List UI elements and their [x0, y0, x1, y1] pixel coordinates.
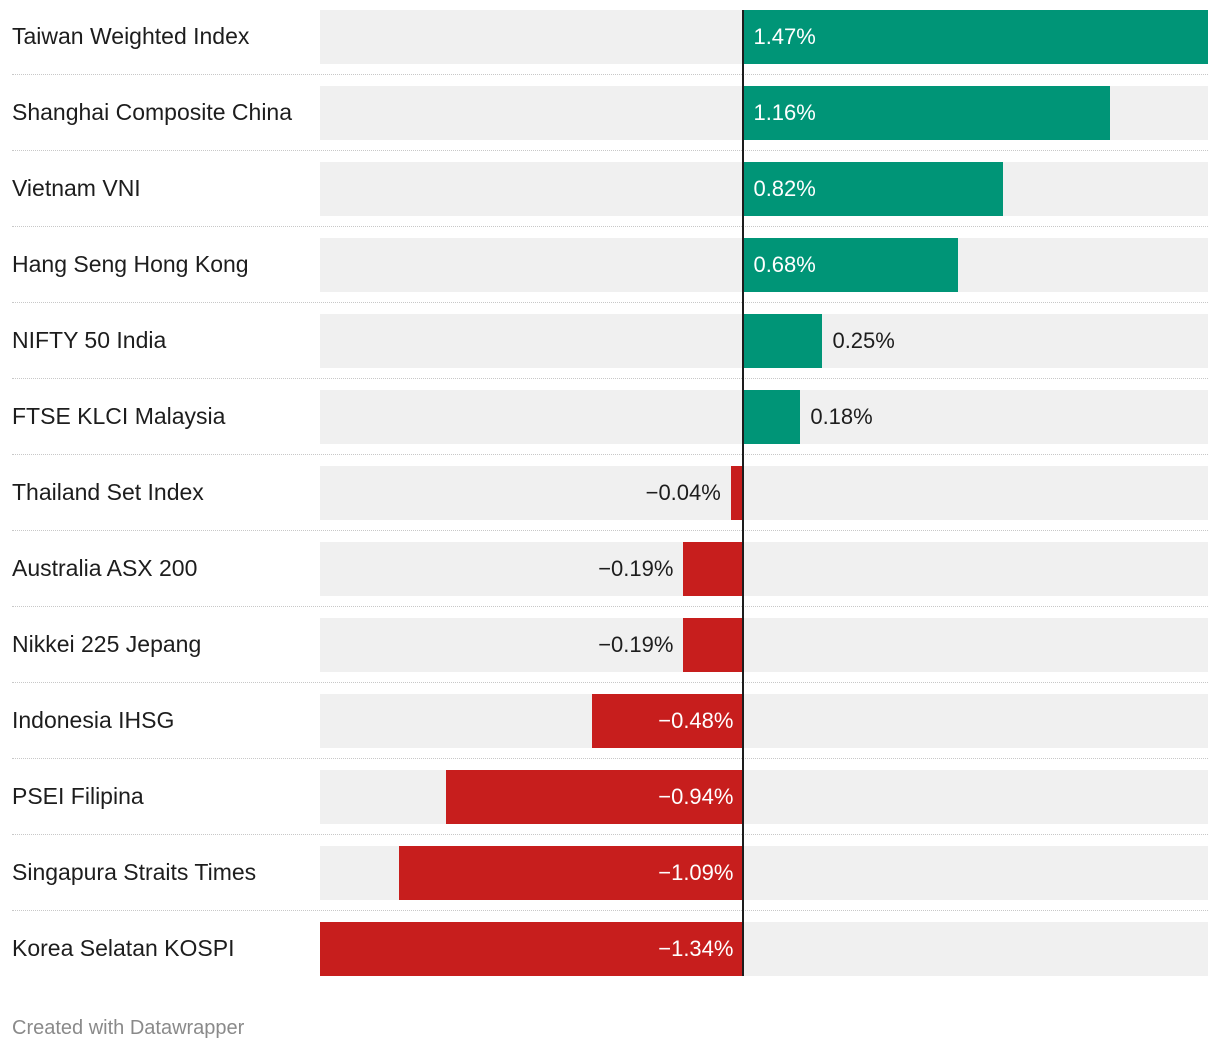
bar-track	[320, 466, 1208, 520]
category-label: Korea Selatan KOSPI	[12, 935, 235, 961]
row-separator	[12, 758, 1208, 759]
bar-track	[320, 694, 1208, 748]
datawrapper-credit[interactable]: Created with Datawrapper	[12, 1017, 245, 1039]
value-label: −1.09%	[658, 860, 734, 885]
bar	[683, 618, 744, 672]
bar	[743, 238, 959, 292]
bar	[743, 86, 1111, 140]
bar	[320, 922, 744, 976]
row-separator	[12, 150, 1208, 151]
value-label: 0.25%	[832, 328, 895, 353]
category-label: Singapura Straits Times	[12, 859, 257, 885]
bar	[730, 466, 744, 520]
row-separator	[12, 378, 1208, 379]
bar	[743, 10, 1208, 64]
bar	[399, 846, 744, 900]
value-label: 1.47%	[753, 24, 816, 49]
bar	[683, 542, 744, 596]
row-separator	[12, 74, 1208, 75]
bar	[743, 390, 801, 444]
value-label: 0.68%	[753, 252, 816, 277]
category-label: Indonesia IHSG	[12, 707, 175, 733]
value-label: −0.19%	[598, 556, 674, 581]
zero-axis-line	[742, 10, 745, 976]
row-separator	[12, 530, 1208, 531]
row-separator	[12, 226, 1208, 227]
value-label: 0.82%	[753, 176, 816, 201]
diverging-bar-chart: Taiwan Weighted Index 1.47% Shanghai Compo…	[12, 10, 1208, 976]
bar-track	[320, 542, 1208, 596]
value-label: −0.48%	[658, 708, 734, 733]
value-label: −0.94%	[658, 784, 734, 809]
value-label: −0.19%	[598, 632, 674, 657]
bar	[591, 694, 744, 748]
category-label: NIFTY 50 India	[12, 327, 167, 353]
row-separator	[12, 302, 1208, 303]
value-label: 0.18%	[810, 404, 873, 429]
category-label: Nikkei 225 Jepang	[12, 631, 202, 657]
row-separator	[12, 834, 1208, 835]
category-label: Australia ASX 200	[12, 555, 198, 581]
value-label: −0.04%	[645, 480, 721, 505]
category-label: Thailand Set Index	[12, 479, 204, 505]
value-label: −1.34%	[658, 936, 734, 961]
category-label: Vietnam VNI	[12, 175, 141, 201]
bar	[446, 770, 744, 824]
category-label: Shanghai Composite China	[12, 99, 293, 125]
bar	[743, 314, 823, 368]
bar-track	[320, 618, 1208, 672]
value-label: 1.16%	[753, 100, 816, 125]
row-separator	[12, 682, 1208, 683]
row-separator	[12, 606, 1208, 607]
category-label: Hang Seng Hong Kong	[12, 251, 249, 277]
category-label: FTSE KLCI Malaysia	[12, 403, 226, 429]
row-separator	[12, 454, 1208, 455]
bar	[743, 162, 1003, 216]
category-label: PSEI Filipina	[12, 783, 144, 809]
category-label: Taiwan Weighted Index	[12, 23, 250, 49]
row-separator	[12, 910, 1208, 911]
